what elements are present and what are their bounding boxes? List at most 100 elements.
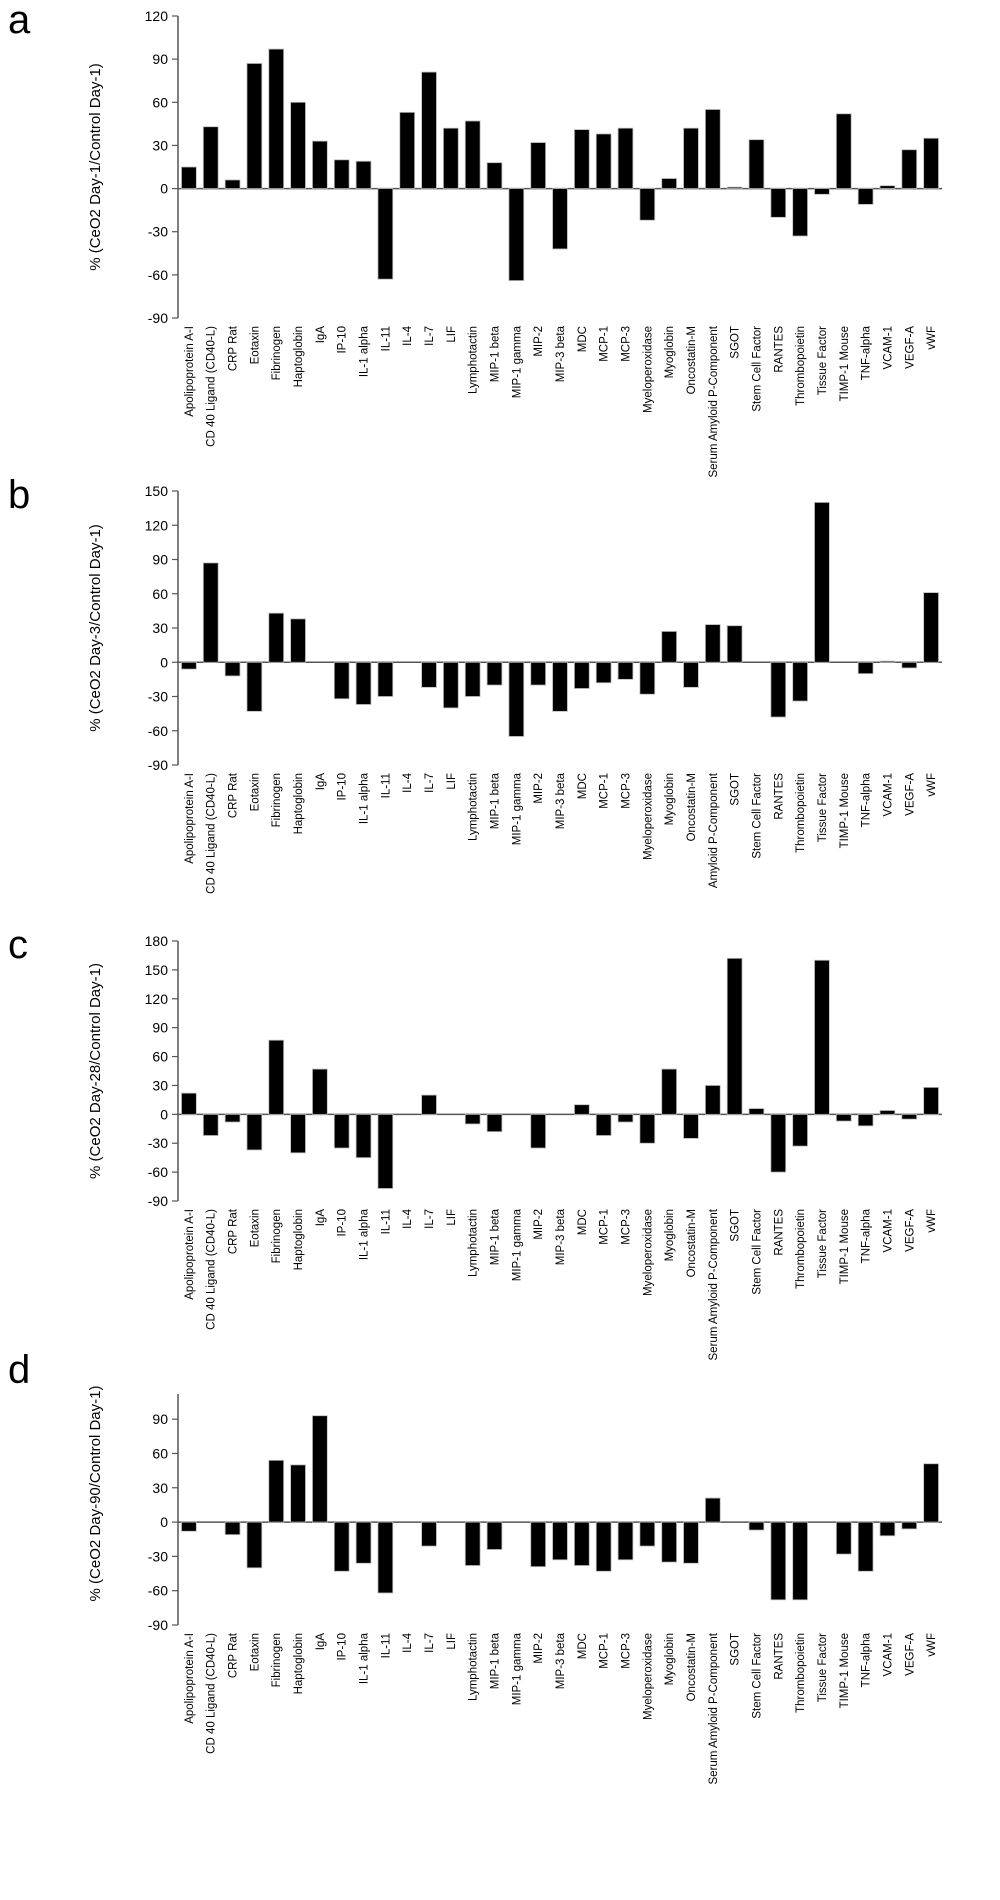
- panel-d: d 90 60 30 0 -30 -60 -90 Apolipoprotein A-I CD 4…: [0, 1350, 1000, 1900]
- bar: [595, 1521, 612, 1572]
- category-label: TIMP-1 Mouse: [839, 326, 851, 401]
- bar: [333, 1113, 350, 1149]
- category-label: TNF-alpha: [861, 325, 873, 380]
- bar: [552, 1521, 568, 1561]
- category-label: VEGF-A: [904, 773, 916, 816]
- category-label: IL-7: [424, 1633, 436, 1653]
- category-label: VEGF-A: [904, 1633, 916, 1676]
- category-label: MCP-1: [599, 1209, 611, 1245]
- category-label: IL-11: [380, 773, 392, 798]
- panel-letter: c: [8, 923, 28, 967]
- category-label: CRP Rat: [228, 1632, 240, 1678]
- y-tick-label: 150: [145, 483, 169, 499]
- bar: [835, 113, 852, 189]
- y-tick-label: 60: [152, 1445, 168, 1461]
- y-tick-label: 120: [145, 517, 169, 533]
- bar: [617, 661, 634, 680]
- bar: [333, 661, 350, 700]
- category-label: vWF: [926, 1633, 938, 1657]
- bar: [748, 1521, 765, 1531]
- category-label: Eotaxin: [249, 1209, 261, 1247]
- bar: [486, 661, 503, 686]
- category-label: IL-4: [402, 325, 414, 345]
- y-axis-label: % (CeO2 Day-90/Control Day-1): [87, 1386, 104, 1602]
- bar: [486, 1113, 503, 1133]
- category-label: Stem Cell Factor: [751, 1209, 763, 1295]
- category-label: MCP-3: [620, 1209, 632, 1245]
- bar: [595, 661, 612, 684]
- category-label: MDC: [577, 773, 589, 799]
- y-tick-label: 90: [152, 1411, 168, 1427]
- category-label: MIP-3 beta: [555, 1632, 567, 1689]
- category-label: MCP-1: [599, 773, 611, 809]
- category-label: IL-11: [380, 1633, 392, 1658]
- bar: [661, 178, 677, 189]
- bar: [748, 139, 765, 189]
- category-label: MIP-1 beta: [490, 1632, 502, 1689]
- category-label: IL-7: [424, 1209, 436, 1229]
- category-label: Haptoglobin: [293, 326, 305, 387]
- bar: [530, 661, 546, 686]
- category-label: VCAM-1: [882, 326, 894, 369]
- y-tick-label: -30: [148, 1135, 168, 1151]
- bar: [333, 1521, 350, 1572]
- category-label: MIP-1 beta: [490, 1208, 502, 1265]
- bar-chart-d: 90 60 30 0 -30 -60 -90 Apolipoprotein A-I CD 40 …: [87, 1386, 942, 1784]
- category-label: MIP-1 beta: [490, 325, 502, 382]
- category-label: Myeloperoxidase: [642, 326, 654, 413]
- y-tick-label: 0: [160, 654, 168, 670]
- bar: [923, 1086, 939, 1115]
- category-label: MCP-1: [599, 326, 611, 362]
- bar: [224, 661, 241, 677]
- category-label: IP-10: [337, 773, 349, 801]
- category-label: VCAM-1: [882, 1633, 894, 1676]
- bar: [857, 1113, 874, 1127]
- y-axis-label: % (CeO2 Day-28/Control Day-1): [87, 963, 104, 1179]
- bar: [792, 661, 808, 702]
- bar: [377, 188, 394, 280]
- category-label: Stem Cell Factor: [751, 1633, 763, 1719]
- category-label: CD 40 Ligand (CD40-L): [206, 326, 218, 447]
- category-label: Oncostatin-M: [686, 326, 698, 394]
- category-label: TIMP-1 Mouse: [839, 1633, 851, 1708]
- category-label: IgA: [315, 773, 327, 791]
- y-tick-label: 30: [152, 137, 168, 153]
- bar: [661, 1521, 677, 1563]
- bar: [290, 1464, 306, 1523]
- bar: [857, 1521, 874, 1572]
- category-label: CD 40 Ligand (CD40-L): [206, 1209, 218, 1330]
- category-label: Apolipoprotein A-I: [184, 773, 196, 864]
- category-label: Stem Cell Factor: [751, 773, 763, 859]
- bar: [290, 1113, 306, 1154]
- bar: [879, 185, 896, 189]
- bar: [901, 149, 918, 189]
- category-label: TIMP-1 Mouse: [839, 1209, 851, 1284]
- category-label: Fibrinogen: [271, 1633, 283, 1687]
- bar: [704, 1085, 721, 1115]
- category-label: IL-11: [380, 326, 392, 351]
- bar: [181, 1092, 197, 1115]
- category-label: CRP Rat: [228, 325, 240, 371]
- y-tick-label: 30: [152, 1480, 168, 1496]
- y-tick-label: -90: [148, 757, 168, 773]
- panel-letter: a: [8, 0, 31, 42]
- y-tick-label: 60: [152, 94, 168, 110]
- category-label: Tissue Factor: [817, 773, 829, 842]
- bar: [726, 957, 743, 1115]
- bar: [552, 188, 568, 250]
- category-label: MIP-2: [533, 326, 545, 357]
- category-label: Serum Amyloid P-Component: [708, 325, 720, 477]
- bar: [355, 1521, 372, 1564]
- bar: [704, 109, 721, 189]
- y-tick-label: 90: [152, 51, 168, 67]
- category-label: MCP-3: [620, 1633, 632, 1669]
- category-label: IL-11: [380, 1209, 392, 1234]
- category-label: MIP-1 gamma: [511, 1208, 523, 1281]
- category-label: IgA: [315, 326, 327, 344]
- category-label: Apolipoprotein A-I: [184, 326, 196, 417]
- category-label: Thrombopoietin: [795, 1209, 807, 1289]
- bar: [443, 661, 459, 709]
- category-label: CRP Rat: [228, 772, 240, 818]
- bar: [202, 562, 219, 663]
- bar: [486, 1521, 503, 1550]
